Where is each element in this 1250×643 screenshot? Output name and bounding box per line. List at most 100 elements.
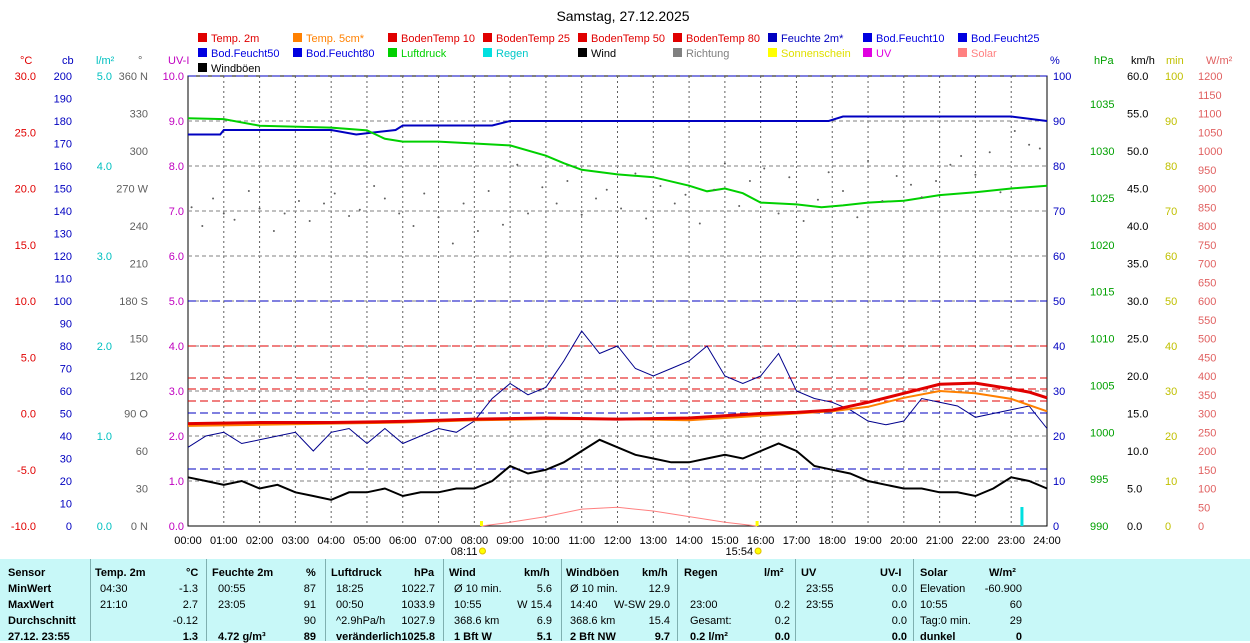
tick-rain-0: 5.0 <box>97 71 112 83</box>
axis-unit-temp: °C <box>20 55 32 67</box>
tick-dir-3: 270 W <box>116 184 148 196</box>
direction-dot-23 <box>476 230 479 232</box>
direction-dot-14 <box>358 208 361 211</box>
direction-dot-8 <box>283 212 286 215</box>
tick-wind-7: 25.0 <box>1127 334 1148 346</box>
series <box>187 115 1048 527</box>
legend-label-16: UV <box>876 48 892 60</box>
tick-solar-3: 1050 <box>1198 127 1222 139</box>
cell-s-val: 60 <box>1009 599 1022 611</box>
cell-g-val: W-SW 29.0 <box>613 599 670 611</box>
direction-dot-3 <box>222 212 225 215</box>
legend-label-11: Luftdruck <box>401 48 447 60</box>
stats-table: Sensor Temp. 2m °C Feuchte 2m % Luftdruc… <box>0 559 1250 643</box>
direction-dot-39 <box>684 193 687 196</box>
legend-swatch-17 <box>958 48 967 57</box>
direction-dot-50 <box>827 171 830 174</box>
x-label-12: 12:00 <box>604 535 632 547</box>
hdr-press: Luftdruck <box>331 567 382 579</box>
tick-solar-19: 250 <box>1198 427 1216 439</box>
tick-solar-16: 400 <box>1198 371 1216 383</box>
bottom-marker-2 <box>1020 507 1024 526</box>
tick-rain-1: 4.0 <box>97 161 112 173</box>
tick-uv-7: 3.0 <box>169 386 184 398</box>
tick-wind-3: 45.0 <box>1127 184 1148 196</box>
tick-solar-11: 650 <box>1198 277 1216 289</box>
direction-dot-31 <box>580 213 583 216</box>
tick-cb-6: 140 <box>54 206 72 218</box>
legend-swatch-4 <box>578 33 587 42</box>
cell-t-val: 1.3 <box>182 631 198 643</box>
tick-press-7: 1000 <box>1090 427 1114 439</box>
tick-solar-8: 800 <box>1198 221 1216 233</box>
direction-dot-22 <box>462 202 465 205</box>
tick-solar-23: 50 <box>1198 502 1210 514</box>
tick-dir-0: 360 N <box>119 71 148 83</box>
hdr-gust: Windböen <box>566 567 620 579</box>
direction-dot-11 <box>323 202 326 205</box>
cell-w-label: Ø 10 min. <box>454 583 502 595</box>
cell-g-label: 14:40 <box>570 599 598 611</box>
x-label-15: 15:00 <box>711 535 739 547</box>
direction-dot-44 <box>748 180 751 182</box>
cell-g-label: 368.6 km <box>570 615 616 627</box>
tick-dir-7: 150 <box>130 334 148 346</box>
tick-solar-1: 1150 <box>1198 90 1222 102</box>
cell-p-time: 00:50 <box>336 599 364 611</box>
hdr-gust-unit: km/h <box>642 567 668 579</box>
legend-label-0: Temp. 2m <box>211 33 259 45</box>
tick-wind-8: 20.0 <box>1127 371 1148 383</box>
sunrise-time: 08:11 <box>451 546 478 558</box>
axis-unit-dir: ° <box>138 55 142 67</box>
cell-s-val: 29 <box>1009 615 1022 627</box>
tick-min-6: 40 <box>1165 341 1177 353</box>
tick-cb-9: 110 <box>54 274 72 286</box>
cell-g-label: 2 Bft NW <box>570 631 616 643</box>
tick-hum-3: 70 <box>1053 206 1065 218</box>
tick-min-5: 50 <box>1165 296 1177 308</box>
direction-dot-51 <box>841 190 844 192</box>
direction-dot-60 <box>960 155 963 157</box>
hdr-rain: Regen <box>684 567 718 579</box>
tick-dir-11: 30 <box>136 484 148 496</box>
legend-swatch-7 <box>863 33 872 42</box>
tick-dir-10: 60 <box>136 446 148 458</box>
tick-min-0: 100 <box>1165 71 1183 83</box>
axis-unit-press: hPa <box>1094 55 1114 67</box>
cell-s-label: Tag:0 min. <box>920 615 971 627</box>
direction-dot-61 <box>974 173 977 176</box>
tick-hum-0: 100 <box>1053 71 1071 83</box>
legend-label-17: Solar <box>971 48 997 60</box>
x-label-1: 01:00 <box>210 535 238 547</box>
tick-solar-12: 600 <box>1198 296 1216 308</box>
legend-label-9: Bod.Feucht50 <box>211 48 280 60</box>
direction-dot-24 <box>487 190 490 192</box>
hdr-temp: Temp. 2m <box>95 567 146 579</box>
cell-u-val: 0.0 <box>891 599 907 611</box>
tick-temp-1: 25.0 <box>15 127 36 139</box>
legend-swatch-14 <box>673 48 682 57</box>
direction-dot-47 <box>788 176 791 179</box>
tick-solar-21: 150 <box>1198 465 1216 477</box>
legend-label-6: Feuchte 2m* <box>781 33 844 45</box>
direction-dot-63 <box>999 191 1002 194</box>
cell-t-val: 2.7 <box>182 599 198 611</box>
x-label-17: 17:00 <box>783 535 811 547</box>
x-label-20: 20:00 <box>890 535 918 547</box>
tick-press-5: 1010 <box>1090 334 1114 346</box>
tick-wind-4: 40.0 <box>1127 221 1148 233</box>
sunset-icon <box>754 547 762 555</box>
tick-uv-2: 8.0 <box>169 161 184 173</box>
cell-s-label: Elevation <box>920 583 966 595</box>
direction-dot-42 <box>723 162 726 165</box>
cell-p-time: 18:25 <box>336 583 364 595</box>
tick-press-0: 1035 <box>1090 99 1114 111</box>
legend-label-7: Bod.Feucht10 <box>876 33 945 45</box>
tick-min-1: 90 <box>1165 116 1177 128</box>
x-label-10: 10:00 <box>532 535 560 547</box>
bottom-marker-1 <box>755 521 759 526</box>
direction-dot-46 <box>777 212 780 215</box>
tick-cb-11: 90 <box>60 319 72 331</box>
legend-swatch-15 <box>768 48 777 57</box>
x-axis: 00:00 01:00 02:00 03:00 04:00 05:00 06:00 07:00… <box>174 535 1061 558</box>
